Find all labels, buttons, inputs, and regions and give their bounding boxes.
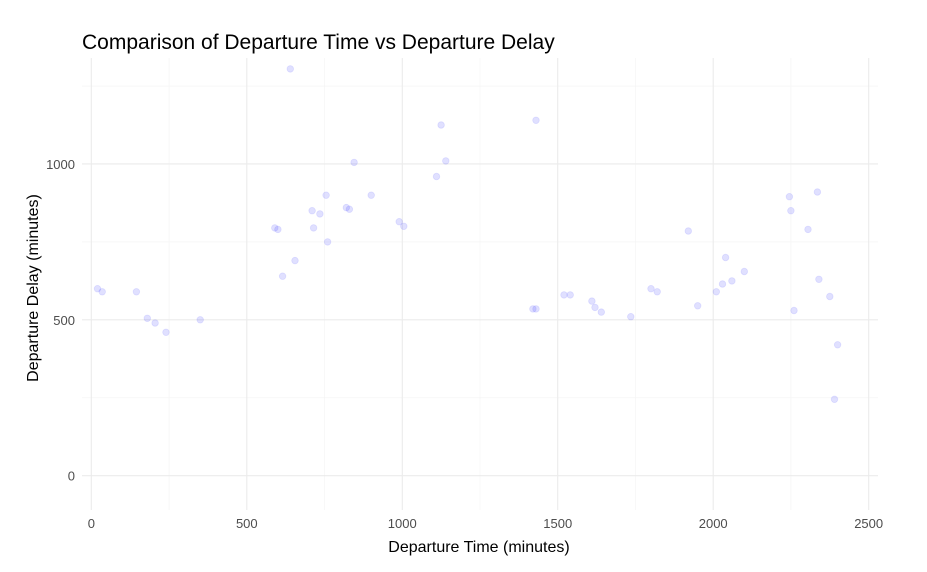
data-point [830,395,839,403]
data-point [597,308,605,316]
data-point [627,313,635,321]
x-axis-label: Departure Time (minutes) [388,539,569,556]
y-axis-ticks: 0 500 1000 [46,157,75,484]
data-point [560,291,568,299]
data-point [815,275,823,283]
data-point [647,285,655,293]
data-points [93,65,842,403]
x-tick-label: 1000 [388,516,417,531]
data-point [694,302,702,310]
data-point [790,306,798,315]
data-point [308,206,316,215]
data-point [653,288,661,296]
data-point [98,288,106,296]
y-axis-label: Departure Delay (minutes) [25,194,42,382]
data-point [721,253,730,262]
data-point [350,158,358,167]
x-tick-label: 1500 [543,516,572,531]
x-tick-label: 0 [88,516,95,531]
data-point [588,297,596,305]
data-point [833,341,842,349]
data-point [826,292,834,301]
grid-lines [82,58,878,510]
data-point [278,272,287,280]
y-tick-label: 1000 [46,157,75,172]
data-point [151,319,159,327]
data-point [442,157,450,165]
y-tick-label: 500 [53,313,75,328]
data-point [367,191,375,199]
data-point [132,288,141,296]
chart-title: Comparison of Departure Time vs Departur… [82,31,555,54]
data-point [345,205,354,213]
data-point [322,191,330,199]
data-point [316,210,324,218]
x-tick-label: 2000 [699,516,728,531]
data-point [143,314,151,322]
data-point [271,224,279,232]
data-point [529,305,537,313]
data-point [787,206,795,215]
data-point [162,328,170,336]
data-point [323,238,332,246]
x-tick-label: 2500 [854,516,883,531]
data-point [718,280,727,288]
y-tick-label: 0 [68,469,75,484]
data-point [785,192,794,201]
data-point [395,217,403,226]
data-point [591,303,599,312]
data-point [286,65,294,73]
data-point [712,288,720,296]
data-point [400,222,408,230]
data-point [291,256,299,265]
data-point [740,267,748,276]
data-point [437,121,445,129]
data-point [813,188,822,196]
data-point [532,116,540,124]
data-point [684,227,692,235]
data-point [566,291,574,299]
data-point [196,316,204,324]
x-tick-label: 500 [236,516,258,531]
data-point [93,285,102,293]
data-point [274,225,282,234]
data-point [532,305,540,313]
data-point [804,225,812,234]
x-axis-ticks: 0 500 1000 1500 2000 2500 [88,516,883,531]
data-point [342,203,350,212]
data-point [728,277,736,285]
data-point [432,172,441,181]
data-point [309,224,318,232]
